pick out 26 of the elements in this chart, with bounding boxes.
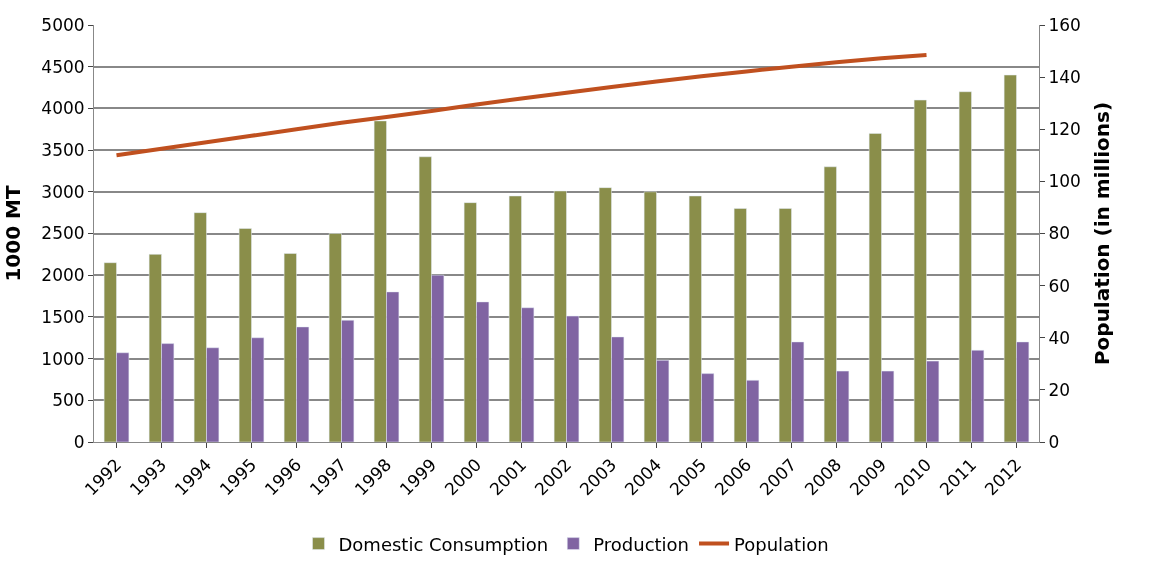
y-tick-label: 2000 [41,265,85,286]
legend-label: Production [593,533,690,555]
y-tick-label: 3500 [41,140,85,161]
y2-tick-label: 80 [1048,223,1071,244]
legend-label: Domestic Consumption [338,533,549,555]
y2-tick-label: 40 [1048,327,1071,348]
y2-tick-label: 60 [1048,275,1071,296]
y-axis-title: 1000 MT [0,185,25,282]
y-tick-label: 1000 [41,348,85,369]
y-tick-label: 4500 [41,56,85,77]
y-tick-label: 4000 [41,98,85,119]
y-tick-label: 5000 [41,14,85,35]
y2-tick-label: 0 [1048,431,1060,452]
y2-tick-label: 120 [1048,119,1081,140]
y-tick-label: 1500 [41,306,85,327]
y-tick-label: 3000 [41,181,85,202]
y-tick-label: 500 [52,390,85,411]
y2-tick-label: 160 [1048,14,1081,35]
line-series [114,52,929,158]
legend-label: Population [734,533,829,555]
y2-tick-label: 140 [1048,67,1081,88]
y-tick-label: 0 [73,431,85,452]
y2-tick-label: 20 [1048,379,1071,400]
y-tick-label: 2500 [41,223,85,244]
y2-tick-label: 100 [1048,171,1081,192]
y2-axis-title: Population (in millions) [1090,101,1115,366]
